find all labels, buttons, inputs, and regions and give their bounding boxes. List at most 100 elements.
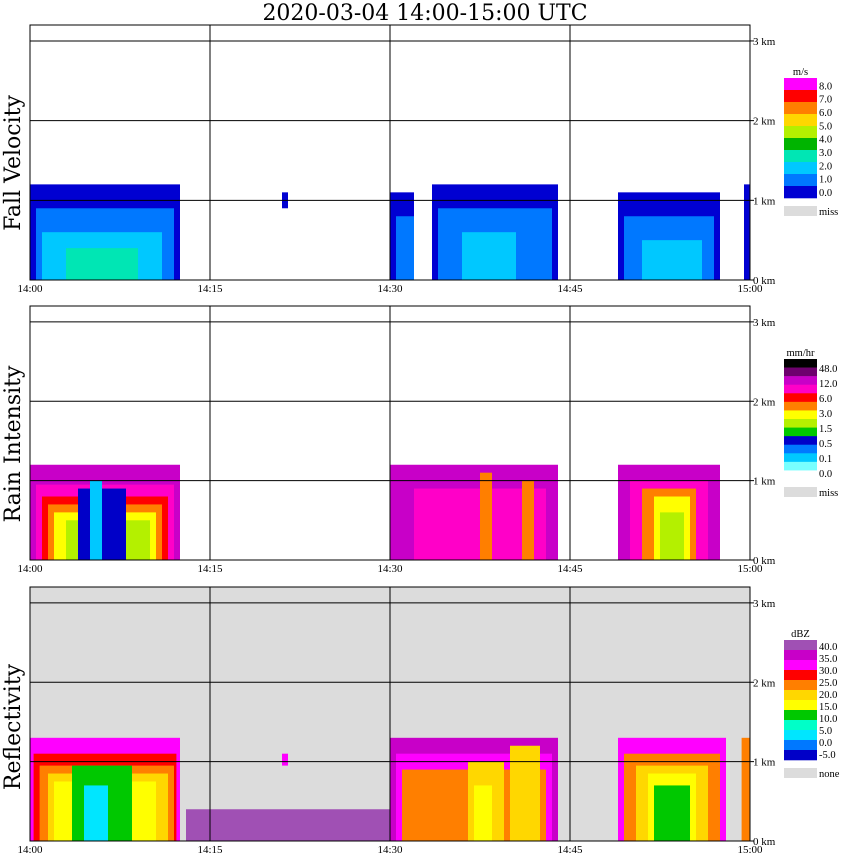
panel-1-colorbar-swatch-3 (784, 114, 817, 127)
panel-1-colorbar-swatch-4 (784, 126, 817, 139)
panel-2-colorbar-swatch-9 (784, 436, 817, 446)
panel-1-colorbar-label-3: 5.0 (819, 121, 832, 132)
panel-2-colorbar-missing-label: miss (819, 488, 838, 499)
panel-2-xtick-label-1: 14:15 (197, 563, 223, 575)
panel-2-xtick-label-4: 15:00 (737, 563, 763, 575)
panel-3-xtick-label-2: 14:30 (377, 844, 403, 856)
panel-3-xtick-label-3: 14:45 (557, 844, 583, 856)
panel-1-xtick-label-1: 14:15 (197, 283, 223, 295)
panel-2-colorbar-swatch-12 (784, 461, 817, 471)
panel-2-xtick-label-3: 14:45 (557, 563, 583, 575)
panel-1-colorbar-label-1: 7.0 (819, 95, 832, 106)
panel-2-xtick-label-2: 14:30 (377, 563, 403, 575)
panel-1-colorbar-missing-swatch (784, 206, 817, 216)
panel-2-colorbar-label-5: 0.5 (819, 439, 832, 450)
panel-2-ytick-label-2: 2 km (753, 396, 776, 408)
panel-2-colorbar-swatch-8 (784, 427, 817, 437)
panel-2-colorbar-swatch-10 (784, 444, 817, 454)
panel-3-colorbar-swatch-11 (784, 750, 817, 761)
panel-2-ytick-label-1: 1 km (753, 476, 776, 488)
panel-1-colorbar-unit: m/s (793, 67, 808, 78)
panel-3-cell-20 (741, 737, 750, 841)
panel-1-cell-13 (744, 184, 750, 280)
panel-2-colorbar-label-1: 12.0 (819, 379, 837, 390)
panel-2-colorbar-label-2: 6.0 (819, 394, 832, 405)
panel-1-cell-12 (642, 240, 702, 280)
panel-3-ytick-label-2: 2 km (753, 677, 776, 689)
panel-3-ytick-label-3: 3 km (753, 598, 776, 610)
panel-3-colorbar-label-3: 25.0 (819, 678, 837, 689)
panel-3-colorbar-label-6: 10.0 (819, 714, 837, 725)
panel-3-xtick-label-1: 14:15 (197, 844, 223, 856)
panel-2-colorbar-label-3: 3.0 (819, 409, 832, 420)
panel-2-colorbar-swatch-11 (784, 453, 817, 463)
panel-1-ytick-label-0: 0 km (753, 275, 776, 287)
panel-2-frame (29, 305, 751, 561)
panel-2-colorbar-swatch-7 (784, 419, 817, 428)
panel-3-colorbar-swatch-3 (784, 670, 817, 681)
panel-3-colorbar-missing-label: none (819, 769, 840, 780)
panel-3-colorbar-label-9: -5.0 (819, 750, 836, 761)
panel-1-xtick-label-0: 14:00 (17, 283, 43, 295)
panel-1-colorbar-label-0: 8.0 (819, 81, 832, 92)
panel-1-colorbar-label-8: 0.0 (819, 188, 832, 199)
panel-1-colorbar-missing-label: miss (819, 207, 838, 218)
panel-3-colorbar-swatch-8 (784, 720, 817, 731)
panel-1-colorbar-swatch-0 (784, 78, 817, 91)
panel-1-cell-3 (66, 248, 138, 280)
panel-3-colorbar-swatch-9 (784, 730, 817, 741)
panel-2-colorbar-swatch-4 (784, 393, 817, 403)
panel-3-colorbar-swatch-10 (784, 740, 817, 751)
panel-3-xtick-label-4: 15:00 (737, 844, 763, 856)
panel-3-colorbar-label-4: 20.0 (819, 690, 837, 701)
panel-1-colorbar-swatch-7 (784, 162, 817, 175)
panel-3-colorbar-label-5: 15.0 (819, 702, 837, 713)
panel-3-colorbar-missing-swatch (784, 768, 817, 778)
panel-2-colorbar-swatch-2 (784, 376, 817, 386)
panel-3-ytick-label-1: 1 km (753, 757, 776, 769)
panel-2-colorbar-label-0: 48.0 (819, 364, 837, 375)
panel-1-cell-6 (396, 216, 414, 280)
panel-1-colorbar-swatch-9 (784, 186, 817, 199)
panel-3-cell-19 (654, 785, 690, 841)
panel-2-colorbar-swatch-6 (784, 410, 817, 420)
panel-3-cell-6 (84, 785, 108, 841)
panel-3-colorbar-swatch-4 (784, 680, 817, 691)
panel-3-colorbar-label-2: 30.0 (819, 666, 837, 677)
panel-1-colorbar-label-2: 6.0 (819, 108, 832, 119)
panel-1-colorbar-label-7: 1.0 (819, 175, 832, 186)
panel-1-xtick-label-4: 15:00 (737, 283, 763, 295)
panel-1-colorbar-swatch-5 (784, 138, 817, 151)
panel-1-ytick-label-2: 2 km (753, 116, 776, 128)
panel-2-colorbar-label-6: 0.1 (819, 454, 832, 465)
panel-1-xtick-label-2: 14:30 (377, 283, 403, 295)
panel-3-colorbar-swatch-5 (784, 690, 817, 701)
chart-title: 2020-03-04 14:00-15:00 UTC (262, 1, 588, 26)
panel-3-colorbar-label-7: 5.0 (819, 726, 832, 737)
panel-3-cell-7 (186, 809, 390, 841)
panel-3-xtick-label-0: 14:00 (17, 844, 43, 856)
panel-3-colorbar-swatch-6 (784, 700, 817, 711)
panel-1-colorbar-swatch-2 (784, 102, 817, 115)
panel-3-colorbar-swatch-7 (784, 710, 817, 721)
panel-1-colorbar-swatch-8 (784, 174, 817, 187)
panel-2-colorbar-swatch-3 (784, 384, 817, 394)
panel-1-xtick-label-3: 14:45 (557, 283, 583, 295)
panel-1-colorbar-label-4: 4.0 (819, 135, 832, 146)
panel-2-xtick-label-0: 14:00 (17, 563, 43, 575)
panel-2-cell-10 (480, 472, 492, 560)
panel-2-cell-16 (660, 512, 684, 560)
panel-3-colorbar-label-0: 40.0 (819, 642, 837, 653)
panel-2-cell-7 (90, 480, 102, 560)
panel-2-colorbar-swatch-13 (784, 470, 817, 480)
panel-3-cell-8 (282, 753, 288, 766)
panel-2-colorbar-label-7: 0.0 (819, 469, 832, 480)
panel-3-colorbar-label-1: 35.0 (819, 654, 837, 665)
panel-2-colorbar-swatch-1 (784, 367, 817, 377)
panel-3-colorbar-label-8: 0.0 (819, 738, 832, 749)
panel-1-colorbar-swatch-6 (784, 150, 817, 163)
panel-2-colorbar-label-4: 1.5 (819, 424, 832, 435)
panel-1-frame (29, 24, 751, 281)
panel-2-colorbar-swatch-0 (784, 359, 817, 368)
